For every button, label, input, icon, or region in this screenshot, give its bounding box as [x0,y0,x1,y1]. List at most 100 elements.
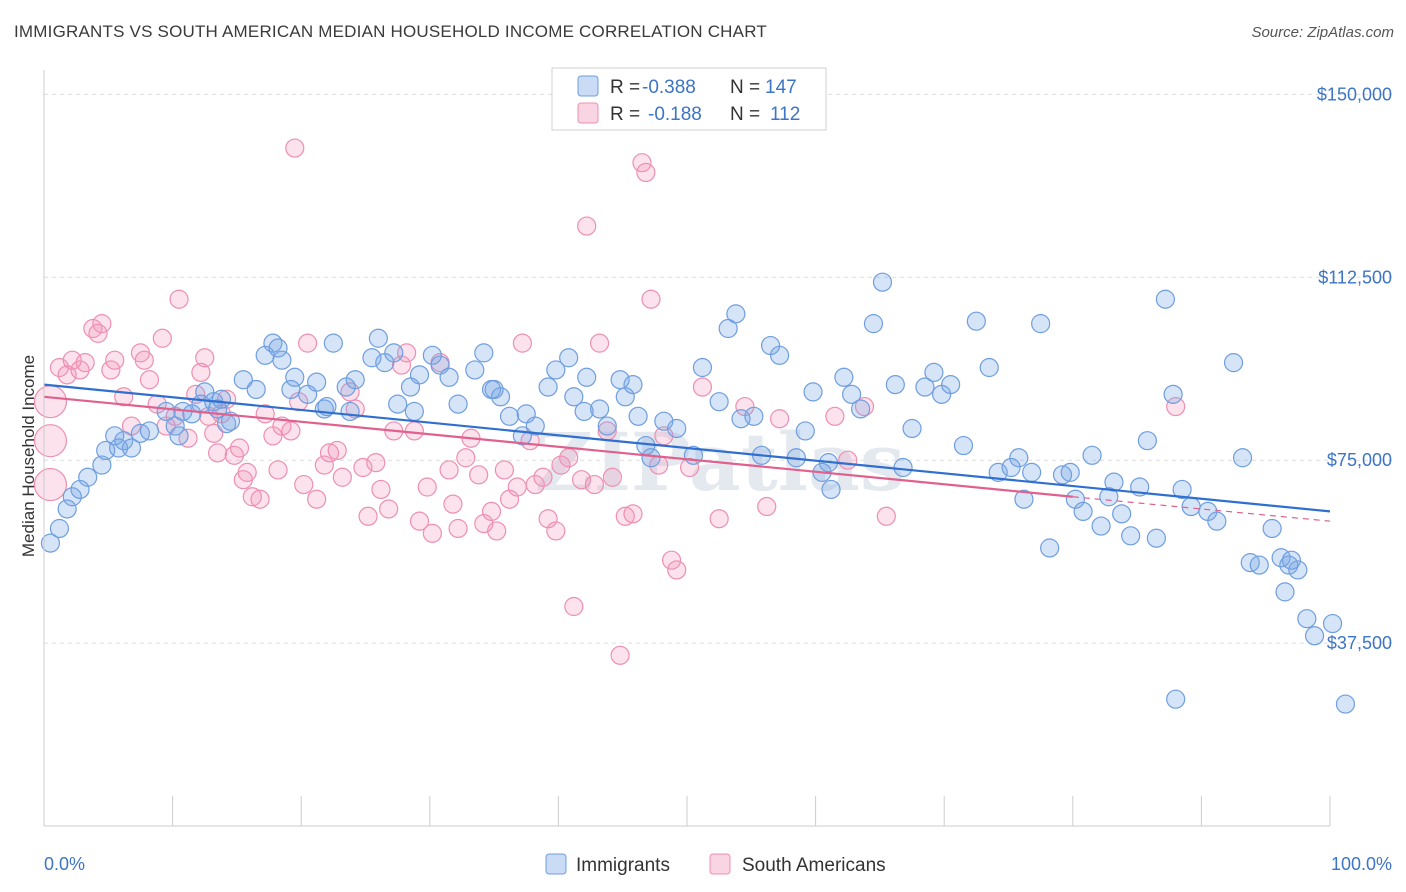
immigrants-point-37 [323,333,343,353]
immigrants-point-26 [233,370,253,390]
south-americans-point-44 [294,474,314,495]
bottom-legend-immigrants: Immigrants [576,855,670,876]
y-tick-label-2: $112,500 [1318,267,1392,287]
south-americans-point-67 [443,494,463,514]
south-americans-point-17 [139,370,160,390]
immigrants-point-4 [70,479,90,500]
south-americans-point-86 [564,596,584,617]
immigrants-point-50 [439,367,459,387]
south-americans-point-84 [551,455,571,475]
south-americans-point-50 [332,467,352,487]
immigrants-point-55 [490,387,511,407]
immigrants-point-91 [842,384,862,404]
x-tick-labels: 0.0% 100.0% [44,854,1392,874]
south-americans-point-46 [307,489,327,509]
immigrants-point-47 [409,365,430,385]
y-tick-label-3: $150,000 [1317,84,1392,104]
immigrants-point-63 [564,387,584,407]
immigrants-point-66 [597,416,617,436]
immigrants-point-13 [139,421,160,441]
immigrants-point-89 [821,479,841,500]
south-americans-point-37 [250,489,270,509]
south-americans-point-97 [636,162,656,183]
x-tick-label-1: 100.0% [1331,854,1392,874]
south-americans-point-42 [281,421,301,441]
immigrants-point-96 [893,457,913,478]
immigrants-point-0 [40,533,61,553]
legend-swatch-south-americans [577,102,599,124]
immigrants-point-25 [220,411,241,431]
south-americans-point-63 [417,477,437,497]
immigrants-point-147 [574,401,594,422]
south-americans-point-94 [615,506,635,526]
immigrants-point-70 [628,406,648,426]
south-americans-point-95 [623,504,643,524]
grid-lines [44,93,1392,644]
south-americans-point-11 [101,360,121,380]
immigrants-point-140 [1297,609,1317,629]
south-americans-point-71 [469,465,489,485]
south-americans-point-55 [366,453,386,473]
south-americans-point-48 [319,443,340,463]
legend-n-value-2: 112 [770,104,800,125]
immigrants-point-69 [623,374,643,395]
south-americans-point-56 [371,479,391,500]
y-axis-label: Median Household Income [19,355,38,557]
south-americans-point-33 [229,438,250,458]
immigrants-point-14 [156,401,176,422]
legend-r-label-1: R = [610,77,640,98]
south-americans-point-62 [409,511,430,531]
immigrants-point-27 [246,379,266,400]
immigrants-point-74 [667,418,687,439]
south-americans-point-109 [825,406,845,426]
south-americans-point-0 [33,385,68,419]
immigrants-point-131 [1223,353,1244,373]
south-americans-point-88 [577,216,597,236]
immigrants-point-11 [121,438,142,458]
immigrants-point-65 [589,399,610,419]
immigrants-point-110 [1031,314,1051,334]
immigrants-point-61 [546,360,566,380]
immigrants-point-111 [1040,538,1060,558]
south-americans-point-85 [559,448,579,468]
immigrants-point-148 [368,328,388,348]
immigrants-point-98 [915,377,935,397]
immigrants-point-44 [388,394,408,414]
immigrants-point-145 [1166,689,1186,709]
bottom-legend-south-americans: South Americans [742,855,886,876]
immigrants-point-51 [448,394,468,414]
south-americans-point-64 [422,523,442,543]
legend-r-value-1: -0.388 [642,77,696,98]
south-americans-point-45 [298,333,318,353]
south-americans-point-80 [525,474,545,495]
immigrants-point-53 [474,343,494,363]
immigrants-point-39 [340,401,360,422]
immigrants-point-105 [988,462,1008,482]
bottom-legend-swatch-immigrants [545,853,567,875]
south-americans-point-89 [584,474,605,495]
south-americans-point-68 [448,518,468,539]
south-americans-point-35 [237,462,257,482]
immigrants-point-149 [484,379,504,400]
immigrants-point-72 [641,448,661,468]
immigrants-point-31 [272,350,292,370]
immigrants-point-30 [268,338,288,358]
south-americans-point-75 [494,460,514,480]
legend-r-value-2: -0.188 [648,104,702,125]
south-americans-point-57 [379,499,399,519]
immigrants-point-104 [979,357,999,378]
south-americans-point-82 [538,509,558,529]
immigrants-point-143 [1335,694,1356,714]
south-americans-point-47 [314,455,334,475]
south-americans-point-69 [456,448,476,468]
immigrants-point-137 [1275,582,1295,602]
immigrants-point-109 [1022,462,1042,482]
south-americans-point-115 [285,138,305,158]
south-americans-point-90 [589,333,610,353]
south-americans-point-59 [391,355,412,375]
immigrants-point-112 [1052,465,1073,485]
immigrants-point-97 [902,418,922,439]
immigrants-point-125 [1155,289,1175,309]
south-americans-point-61 [404,421,424,441]
south-americans-point-78 [512,333,532,353]
